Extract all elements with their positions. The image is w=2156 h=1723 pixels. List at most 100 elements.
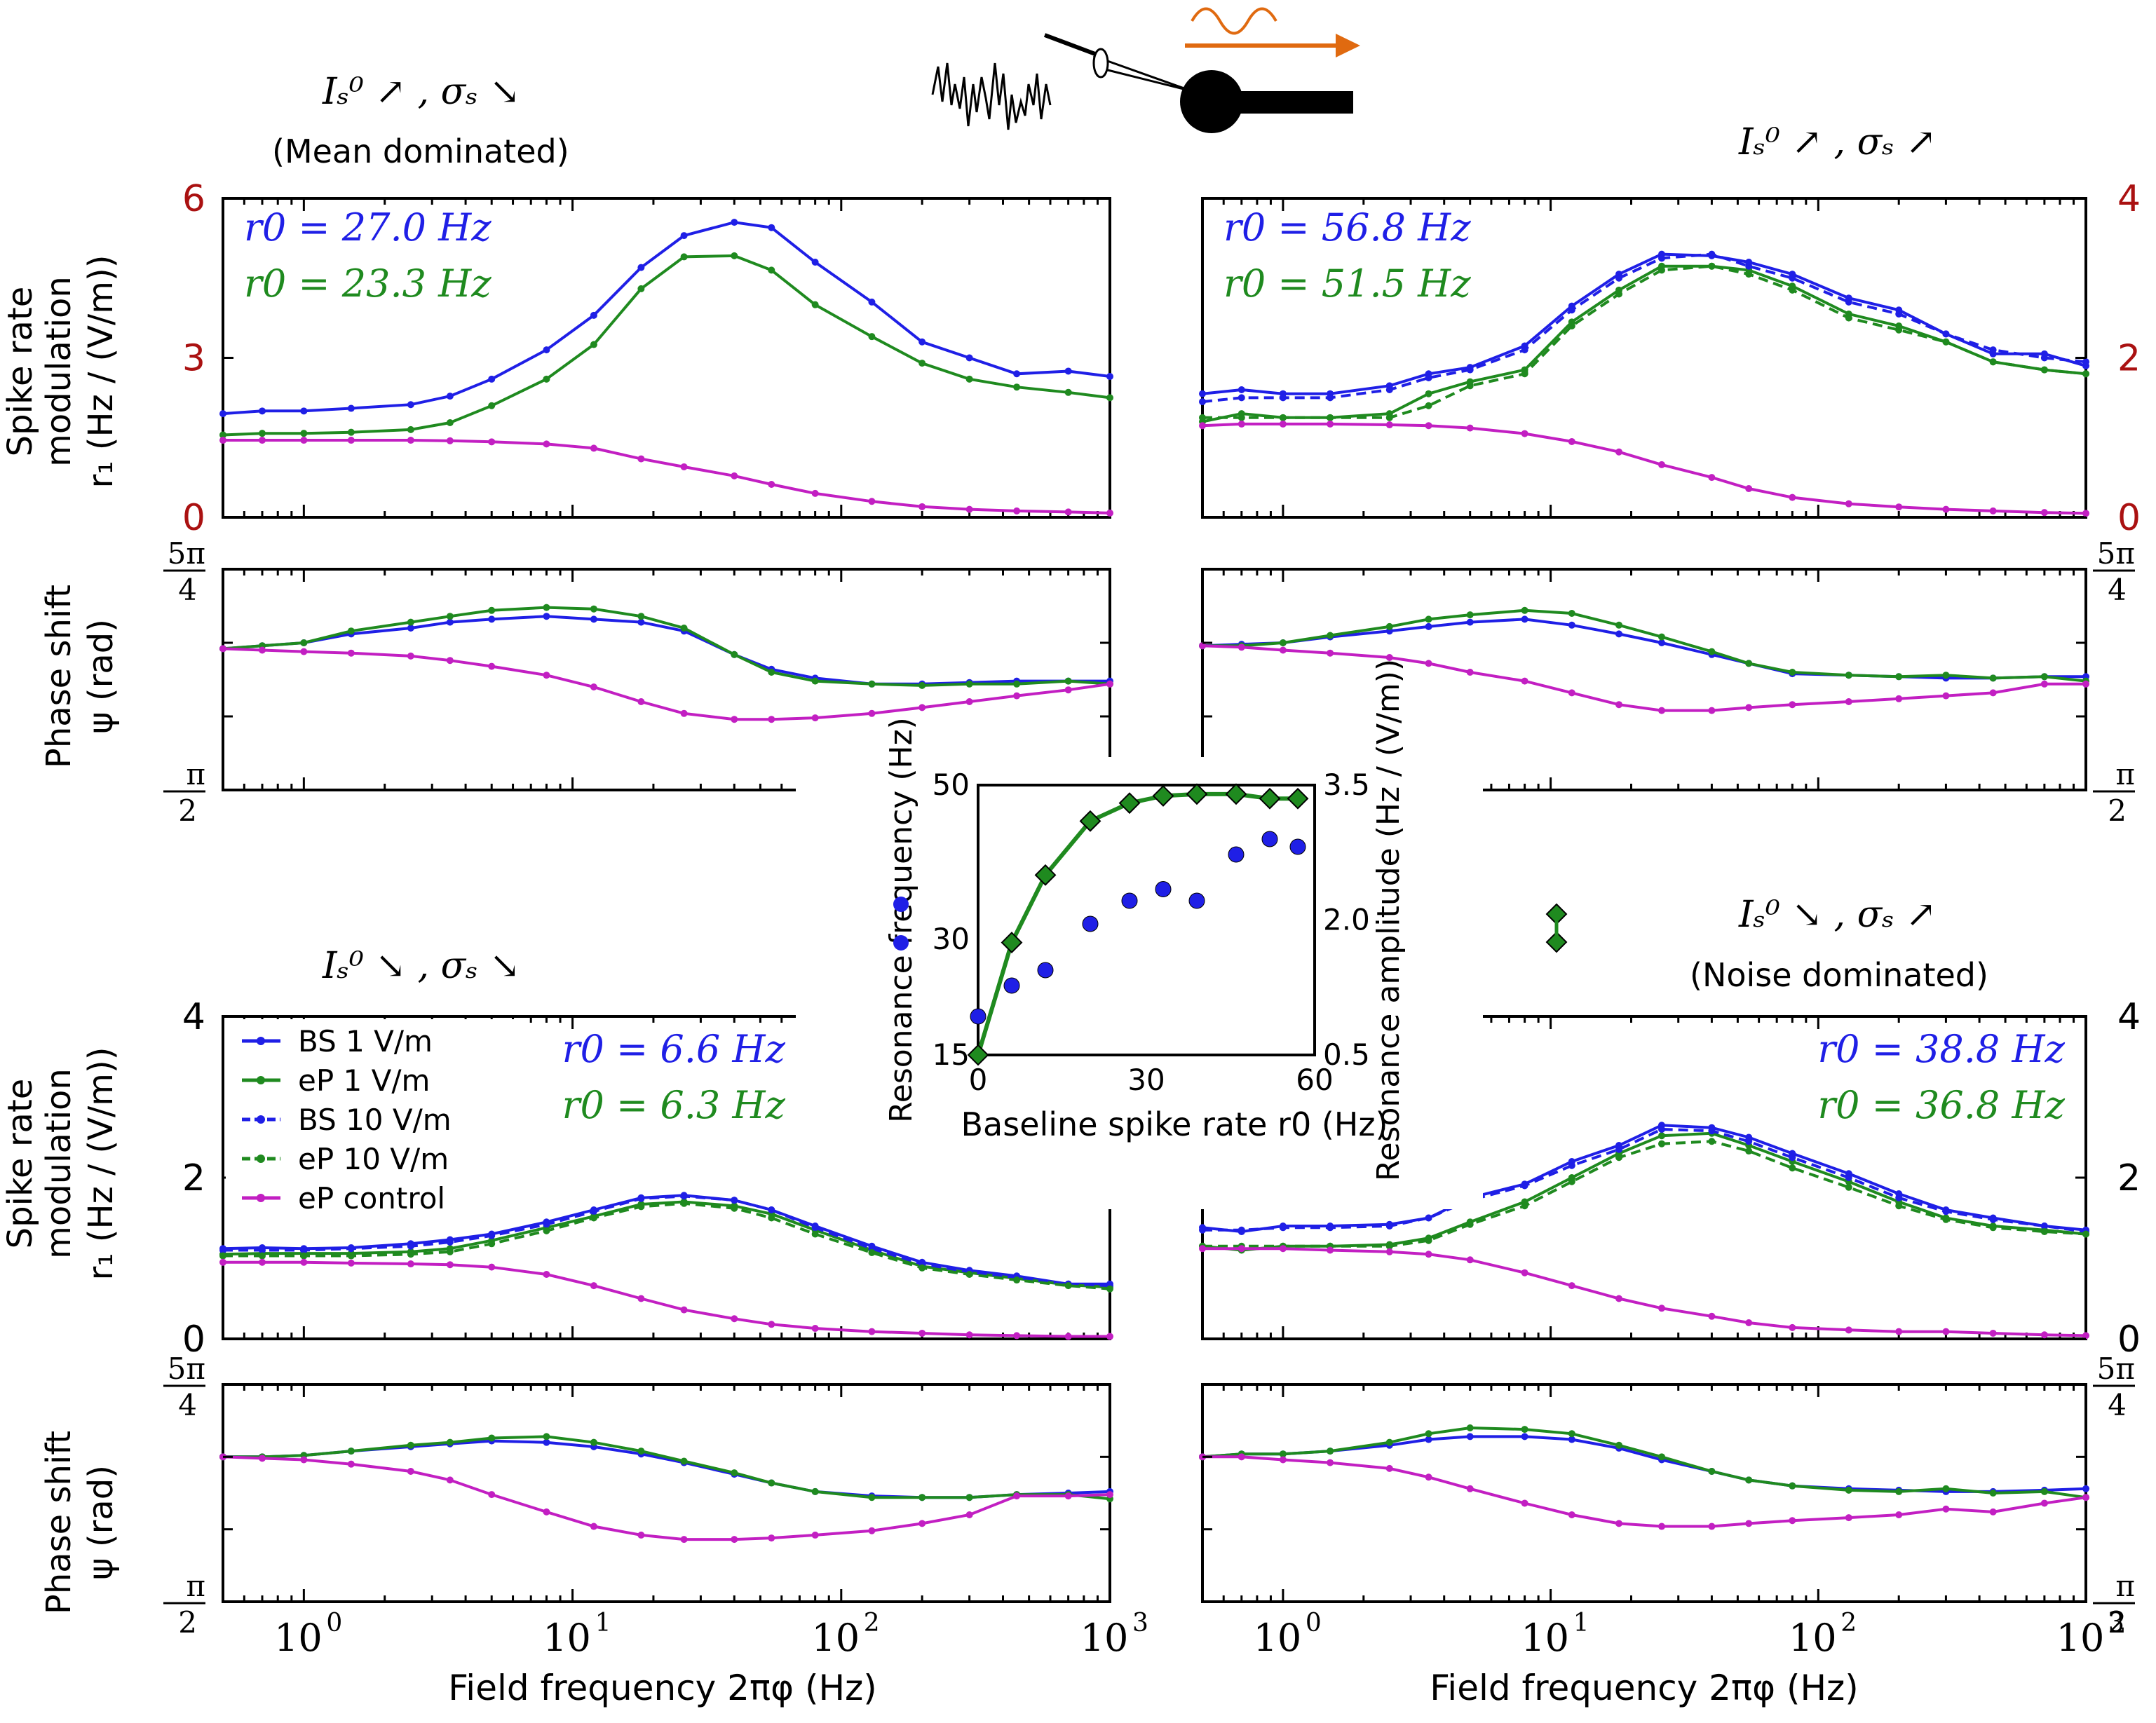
point-ep1 <box>543 1433 550 1441</box>
point-ep1 <box>446 1438 454 1446</box>
point-bs10 <box>543 1220 550 1228</box>
point-ep1 <box>590 341 597 348</box>
point-bs10 <box>446 1239 454 1246</box>
point-ep1 <box>1845 672 1852 679</box>
point-ep1 <box>868 333 876 341</box>
point-ctrl <box>1942 505 1950 513</box>
point-bs10 <box>1327 1224 1334 1232</box>
phase-tick-num: π <box>2115 1569 2135 1603</box>
point-bs10 <box>768 1206 775 1213</box>
point-ctrl <box>1942 692 1950 700</box>
xlabel-left: Field frequency 2πφ (Hz) <box>448 1668 877 1708</box>
point-ep10 <box>2040 366 2048 374</box>
point-ep10 <box>1615 1154 1623 1162</box>
point-ep1 <box>347 428 355 436</box>
point-ctrl <box>768 1321 775 1328</box>
point-ep1 <box>1279 1450 1287 1458</box>
inset-amp-point <box>1034 864 1057 886</box>
series-ctrl <box>1202 422 2087 515</box>
point-ctrl <box>680 463 688 470</box>
point-bs10 <box>811 1224 819 1232</box>
point-ep10 <box>1942 1215 1950 1223</box>
y-tick-label: 0 <box>182 1319 205 1361</box>
inset-yl-tick: 50 <box>933 768 970 802</box>
legend-marker-bs1 <box>257 1037 265 1045</box>
point-ctrl <box>2082 680 2089 688</box>
x-tick-exponent: 0 <box>1306 1609 1322 1637</box>
legend-label-bs10: BS 10 V/m <box>298 1103 452 1137</box>
point-ctrl <box>488 1263 496 1271</box>
point-ep1 <box>811 301 819 308</box>
point-bs1 <box>1568 621 1575 629</box>
point-bs10 <box>1327 394 1334 402</box>
point-ep10 <box>1064 1282 1072 1290</box>
point-ep1 <box>543 375 550 383</box>
point-bs1 <box>347 404 355 412</box>
point-ctrl <box>1942 1505 1950 1513</box>
point-ctrl <box>965 1511 973 1518</box>
point-bs10 <box>1568 1162 1575 1169</box>
point-ep1 <box>1942 672 1950 679</box>
point-ep1 <box>637 285 645 292</box>
point-bs1 <box>1106 373 1113 381</box>
point-bs10 <box>300 1246 308 1254</box>
inset-freq-point <box>1228 846 1245 863</box>
series-ctrl <box>222 1455 1111 1541</box>
point-ep1 <box>1425 390 1432 397</box>
inset-amp-point <box>1186 783 1208 805</box>
point-bs1 <box>1615 630 1623 638</box>
point-bs1 <box>219 410 226 418</box>
point-ep10 <box>1466 382 1474 390</box>
series-ep10 <box>1202 264 2087 419</box>
point-ctrl <box>1745 704 1753 711</box>
point-ep1 <box>965 680 973 688</box>
point-bs1 <box>637 264 645 271</box>
point-ep1 <box>1657 1132 1665 1140</box>
point-ctrl <box>637 1295 645 1302</box>
point-ep1 <box>768 1479 775 1487</box>
point-ctrl <box>1708 707 1716 714</box>
point-bs10 <box>1708 1127 1716 1135</box>
inset-background <box>796 757 1483 1209</box>
point-ep1 <box>1708 1468 1716 1475</box>
point-bs1 <box>1064 367 1072 375</box>
point-ctrl <box>1327 649 1334 657</box>
rate-ylabel-bottom: Spike rate modulation r₁ (Hz / (V/m)) <box>1 1047 121 1281</box>
point-ctrl <box>300 648 308 655</box>
point-ctrl <box>1385 654 1393 661</box>
point-ctrl <box>1106 1491 1113 1499</box>
point-ep1 <box>868 1494 876 1501</box>
point-ep1 <box>811 677 819 685</box>
point-ctrl <box>1199 642 1206 650</box>
svg-text:r₁ (Hz / (V/m)): r₁ (Hz / (V/m)) <box>81 1047 121 1281</box>
point-ctrl <box>1279 420 1287 428</box>
point-ep1 <box>446 613 454 620</box>
point-ep1 <box>680 625 688 632</box>
point-ep1 <box>543 604 550 611</box>
x-tick-label: 10 <box>274 1616 323 1660</box>
point-ctrl <box>258 1258 266 1266</box>
point-ctrl <box>1106 680 1113 688</box>
series-bs10 <box>1202 252 2087 404</box>
phase-tick-den: 2 <box>178 794 197 828</box>
inset-yr-tick: 3.5 <box>1323 768 1370 802</box>
point-ep10 <box>1568 322 1575 329</box>
point-ep10 <box>1425 1237 1432 1244</box>
point-bs10 <box>1521 1182 1528 1190</box>
point-ep1 <box>1708 648 1716 655</box>
svg-text:modulation: modulation <box>39 1068 79 1259</box>
point-ctrl <box>918 704 926 711</box>
point-bs10 <box>680 1192 688 1200</box>
point-ep10 <box>637 1203 645 1211</box>
point-bs10 <box>407 1242 414 1250</box>
point-bs10 <box>1942 1208 1950 1215</box>
series-bs1 <box>222 615 1110 686</box>
point-ctrl <box>1238 1453 1245 1461</box>
point-bs1 <box>1657 639 1665 646</box>
point-ctrl <box>1845 1514 1852 1522</box>
point-ep1 <box>1279 639 1287 646</box>
x-tick-label: 10 <box>2056 1616 2105 1660</box>
point-bs1 <box>488 375 496 383</box>
phase-tick-num: π <box>2115 757 2135 791</box>
